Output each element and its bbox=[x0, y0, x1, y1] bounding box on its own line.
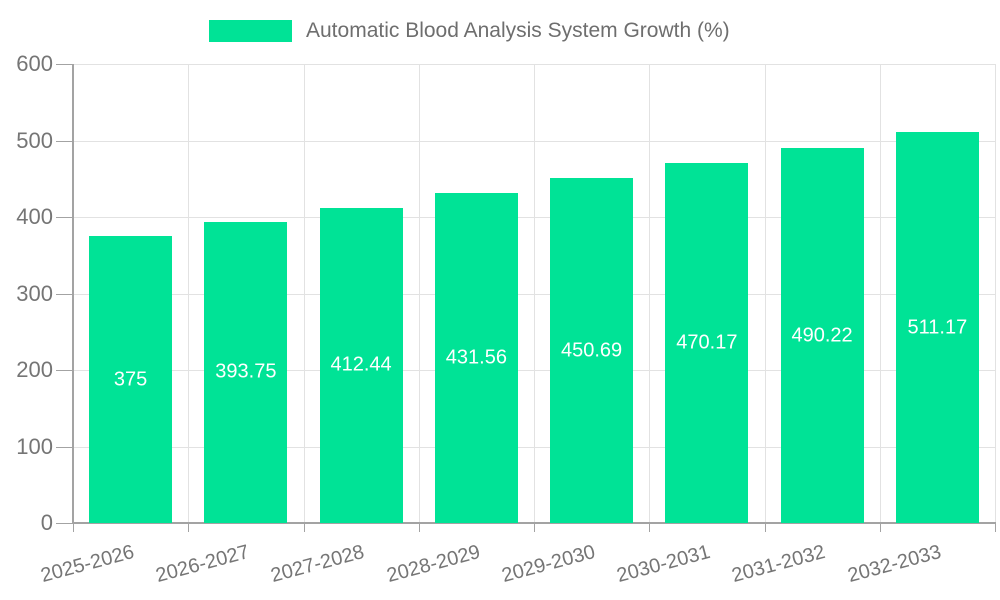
x-axis-category-label: 2029-2030 bbox=[499, 540, 598, 587]
x-axis-tick bbox=[764, 523, 766, 532]
y-axis-tick-label: 400 bbox=[16, 204, 53, 229]
y-axis-tick bbox=[56, 523, 73, 524]
x-axis-category-label: 2028-2029 bbox=[384, 540, 483, 587]
x-gridline bbox=[418, 64, 420, 523]
y-axis-tick-label: 200 bbox=[16, 357, 53, 382]
x-axis-category-label: 2032-2033 bbox=[845, 540, 944, 587]
y-axis-tick bbox=[56, 293, 73, 295]
x-gridline bbox=[188, 64, 190, 523]
bar-value-label: 511.17 bbox=[907, 316, 968, 338]
x-gridline bbox=[995, 64, 996, 523]
x-axis-category-label: 2031-2032 bbox=[729, 540, 829, 587]
x-gridline bbox=[879, 64, 881, 523]
y-axis-tick-label: 0 bbox=[40, 510, 53, 535]
x-axis-tick bbox=[188, 523, 190, 532]
y-axis-tick bbox=[56, 370, 73, 371]
bar-value-label: 450.69 bbox=[561, 339, 623, 362]
y-axis-tick bbox=[56, 64, 73, 65]
y-axis-tick bbox=[56, 140, 73, 142]
x-gridline bbox=[534, 64, 535, 523]
x-axis-tick bbox=[879, 523, 881, 532]
legend[interactable]: Automatic Blood Analysis System Growth (… bbox=[209, 18, 730, 44]
x-gridline bbox=[764, 64, 766, 523]
x-axis-tick bbox=[534, 523, 535, 532]
bar-value-label: 375 bbox=[113, 368, 148, 391]
x-axis-category-label: 2025-2026 bbox=[38, 540, 137, 587]
bar: 431.56 bbox=[434, 192, 518, 523]
x-axis-tick bbox=[303, 523, 305, 532]
x-gridline bbox=[649, 64, 651, 523]
y-axis-tick bbox=[56, 217, 73, 218]
x-axis-tick bbox=[649, 523, 651, 532]
bar-value-label: 490.22 bbox=[791, 324, 853, 346]
bar: 511.17 bbox=[895, 132, 979, 523]
bar: 412.44 bbox=[319, 207, 403, 523]
x-axis-line bbox=[72, 522, 996, 524]
bar-value-label: 470.17 bbox=[676, 331, 738, 354]
y-axis-tick-label: 300 bbox=[16, 280, 53, 306]
x-axis-category-label: 2030-2031 bbox=[614, 540, 713, 587]
y-axis-line bbox=[72, 64, 74, 524]
x-axis-category-label: 2027-2028 bbox=[268, 540, 368, 587]
x-gridline bbox=[303, 64, 305, 523]
x-axis-category-label: 2026-2027 bbox=[153, 540, 252, 587]
bar-value-label: 393.75 bbox=[215, 360, 277, 383]
bar: 450.69 bbox=[550, 178, 634, 523]
legend-swatch-icon bbox=[209, 20, 292, 42]
bar-value-label: 412.44 bbox=[330, 353, 392, 376]
bar: 470.17 bbox=[665, 163, 749, 523]
y-axis-tick-label: 500 bbox=[16, 127, 53, 153]
y-axis-tick-label: 600 bbox=[16, 51, 53, 76]
legend-label: Automatic Blood Analysis System Growth (… bbox=[306, 19, 730, 42]
bar: 393.75 bbox=[204, 221, 288, 523]
bar: 375 bbox=[89, 236, 173, 523]
y-axis-tick bbox=[56, 446, 73, 448]
bar: 490.22 bbox=[780, 148, 864, 523]
x-axis-tick bbox=[418, 523, 420, 532]
bar-value-label: 431.56 bbox=[445, 346, 507, 369]
y-axis-tick-label: 100 bbox=[16, 433, 53, 459]
x-axis-tick bbox=[73, 523, 74, 532]
x-axis-tick bbox=[995, 523, 996, 532]
